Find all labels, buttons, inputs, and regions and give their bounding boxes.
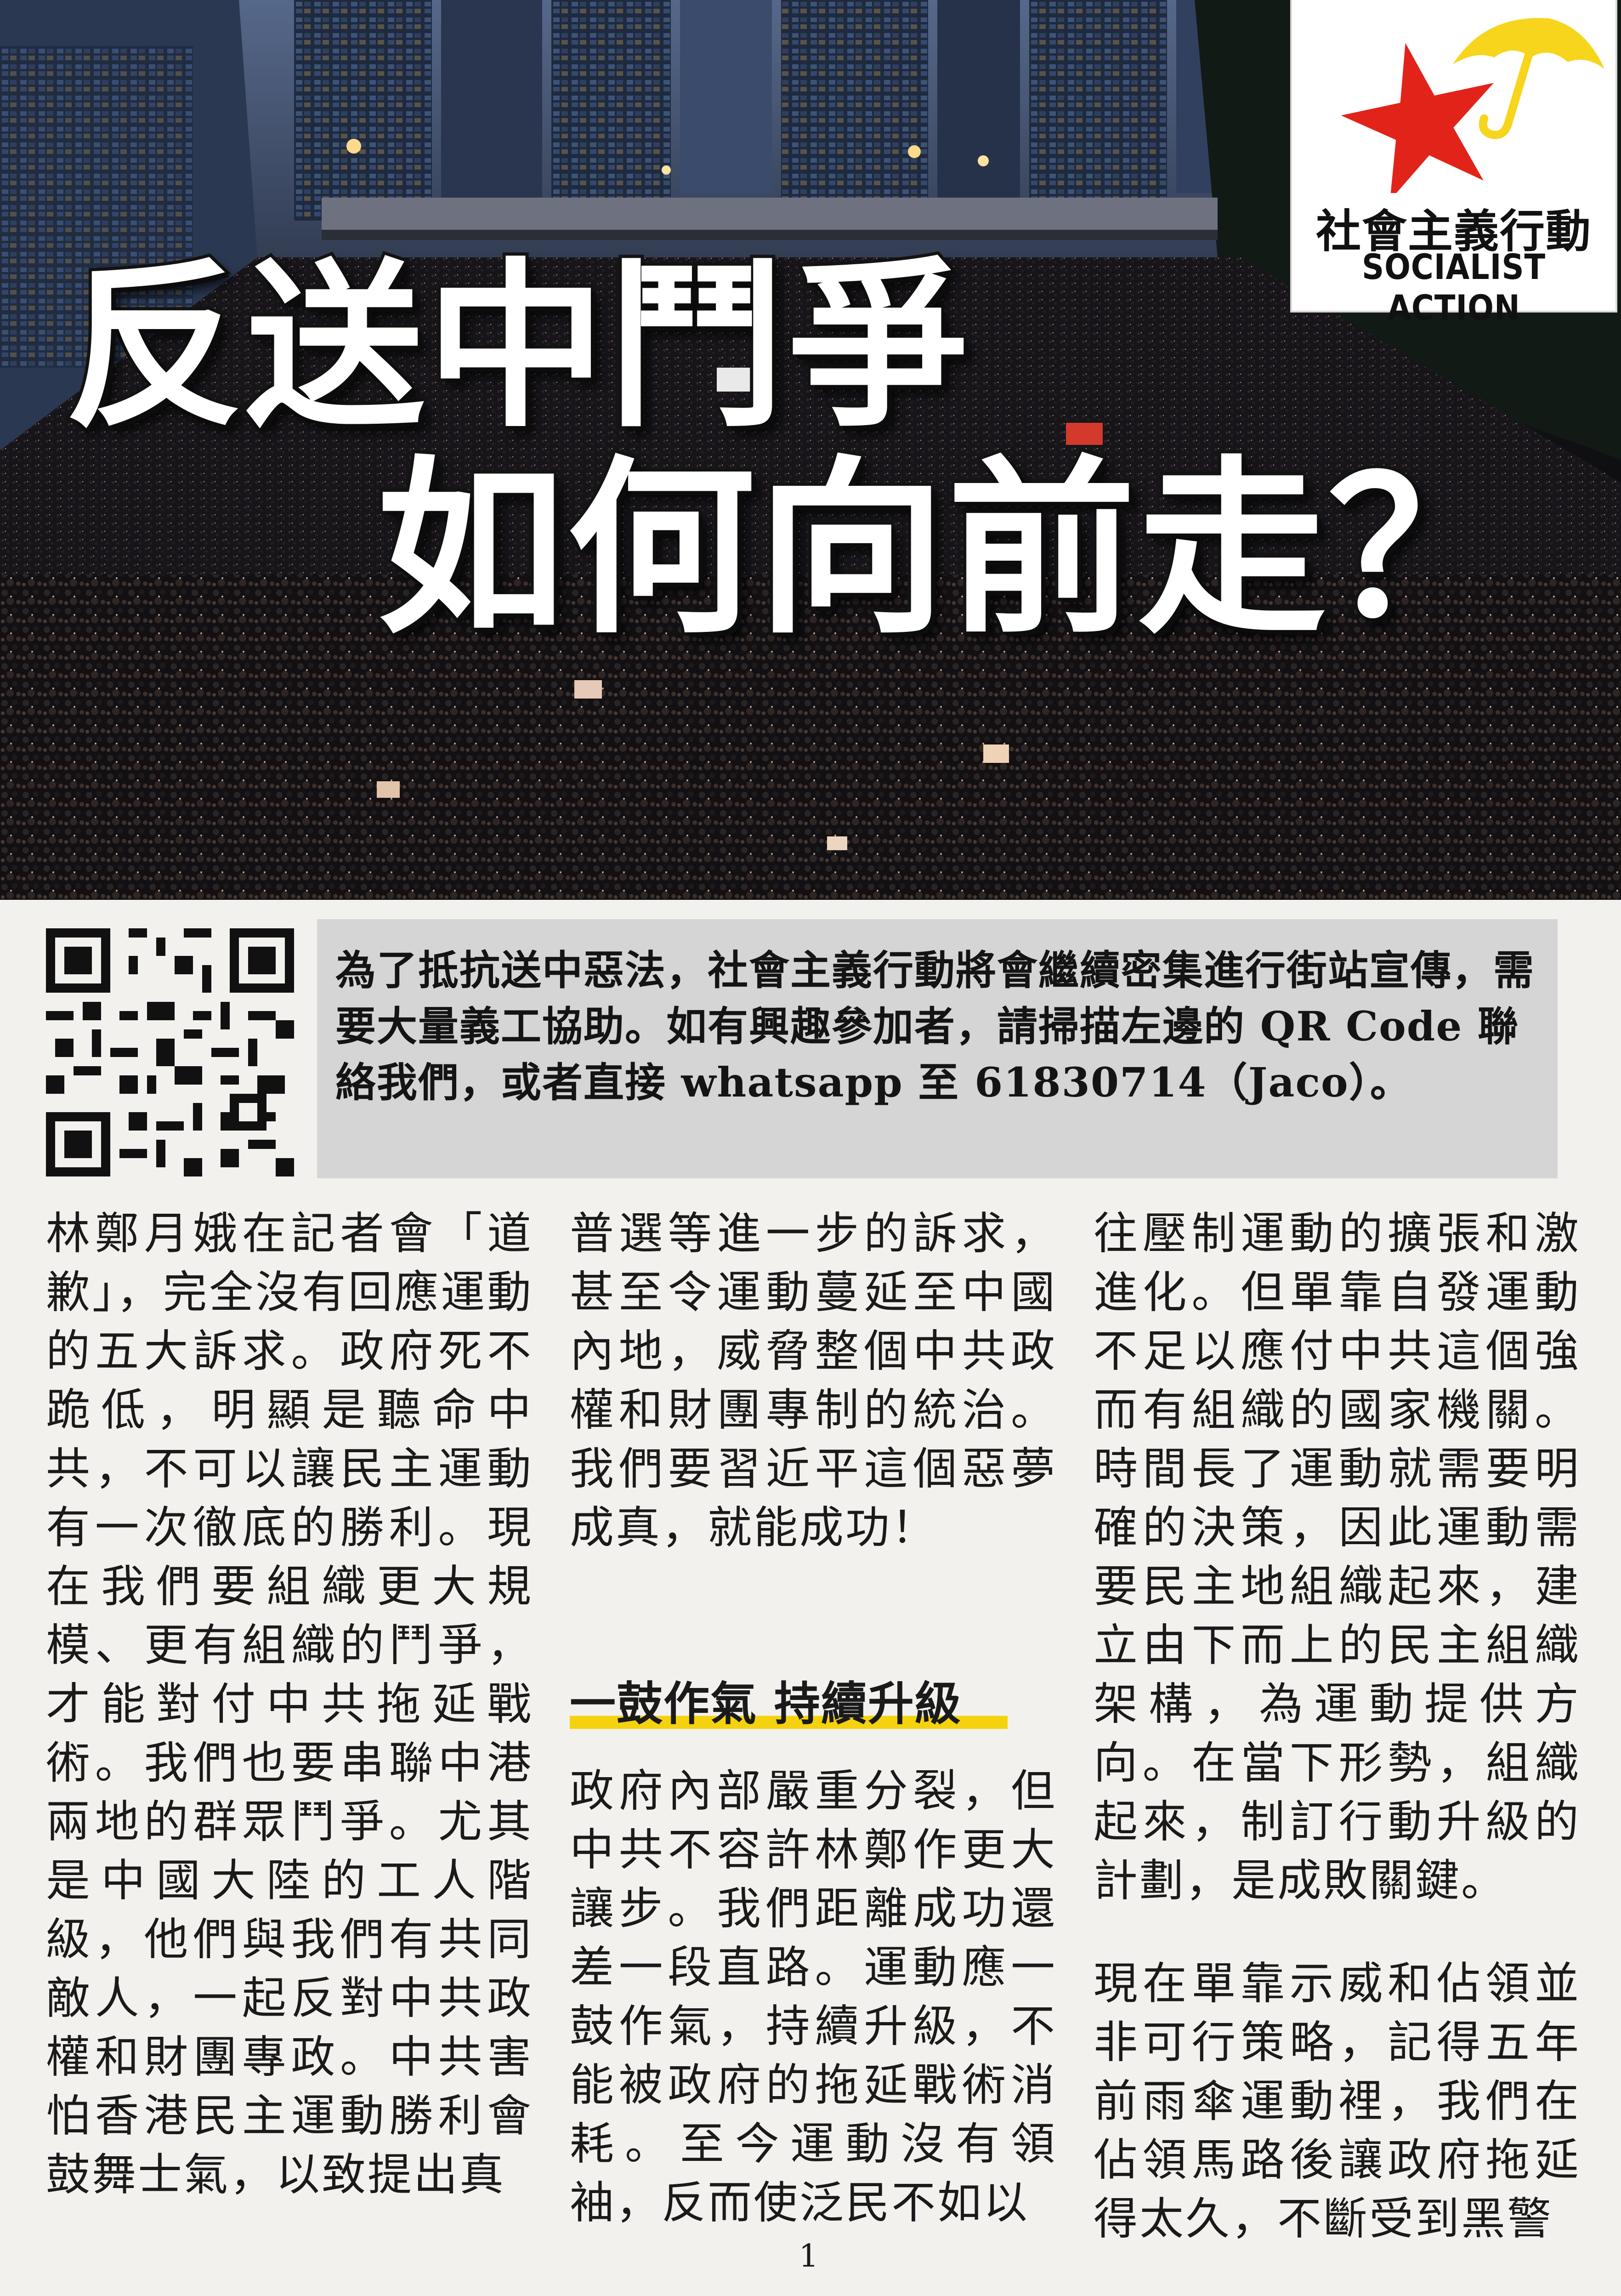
- logo-name-english: SOCIALIST ACTION: [1362, 246, 1546, 328]
- qr-code-icon: [46, 928, 294, 1176]
- volunteer-notice-box: 為了抵抗送中惡法，社會主義行動將會繼續密集進行街站宣傳，需要大量義工協助。如有興…: [317, 919, 1558, 1178]
- headline-line-2: 如何向前走？: [374, 439, 1519, 659]
- page-number: 1: [799, 2238, 819, 2274]
- socialist-action-logo: 社會主義行動 SOCIALIST ACTION: [1292, 0, 1615, 328]
- article-paragraph: 往壓制運動的擴張和激進化。但單靠自發運動不足以應付中共這個強而有組織的國家機關。…: [1094, 1208, 1581, 1906]
- article-paragraph: 現在單靠示威和佔領並非可行策略，記得五年前雨傘運動裡，我們在佔領馬路後讓政府拖延…: [1094, 1958, 1581, 2245]
- star-umbrella-icon: [1341, 18, 1604, 193]
- article-paragraph: 普選等進一步的訴求，甚至令運動蔓延至中國內地，威脅整個中共政權和財團專制的統治。…: [570, 1208, 1057, 1553]
- article-paragraph: 林鄭月娥在記者會「道歉」，完全沒有回應運動的五大訴求。政府死不跪低，明顯是聽命中…: [46, 1208, 533, 2200]
- headline-line-1: 反送中鬥爭: [61, 243, 971, 451]
- article-column-1: 林鄭月娥在記者會「道歉」，完全沒有回應運動的五大訴求。政府死不跪低，明顯是聽命中…: [46, 1204, 533, 2204]
- section-subheading: 一鼓作氣 持續升級: [570, 1675, 1008, 1733]
- article-column-2: 普選等進一步的訴求，甚至令運動蔓延至中國內地，威脅整個中共政權和財團專制的統治。…: [570, 1204, 1057, 2232]
- article-column-3: 往壓制運動的擴張和激進化。但單靠自發運動不足以應付中共這個強而有組織的國家機關。…: [1094, 1204, 1581, 2248]
- logo-name-chinese: 社會主義行動: [1315, 205, 1592, 258]
- volunteer-notice-text: 為了抵抗送中惡法，社會主義行動將會繼續密集進行街站宣傳，需要大量義工協助。如有興…: [335, 946, 1535, 1106]
- article-paragraph: 政府內部嚴重分裂，但中共不容許林鄭作更大讓步。我們距離成功還差一段直路。運動應一…: [570, 1765, 1057, 2228]
